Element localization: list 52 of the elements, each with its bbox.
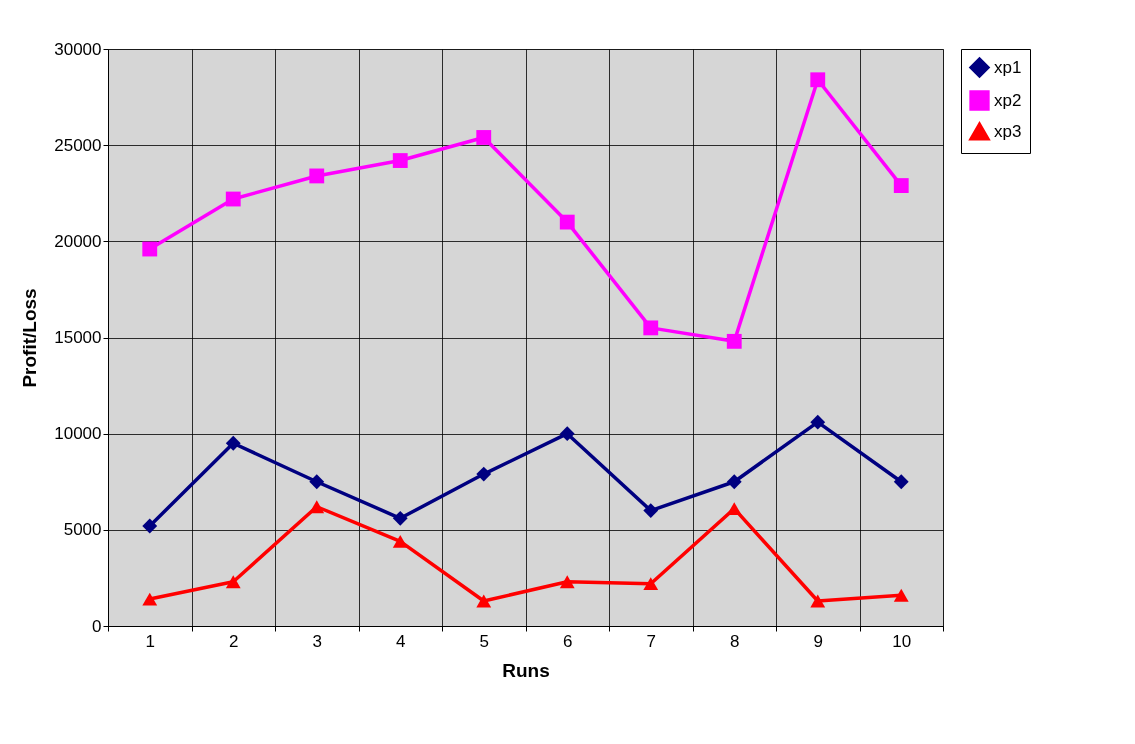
point — [810, 414, 826, 430]
point — [893, 178, 909, 193]
point — [225, 575, 241, 589]
point — [309, 474, 325, 490]
y-tick-label: 5000 — [63, 520, 102, 540]
legend-label: xp2 — [994, 90, 1022, 110]
point — [142, 241, 158, 257]
x-tick-label: 1 — [145, 631, 155, 651]
point — [142, 518, 158, 534]
legend-label: xp3 — [994, 121, 1022, 141]
point — [643, 320, 659, 336]
point — [810, 72, 826, 88]
point — [559, 575, 575, 589]
legend-label: xp1 — [994, 57, 1022, 77]
y-tick-label: 30000 — [54, 39, 102, 59]
point — [476, 130, 492, 145]
point — [476, 594, 492, 608]
point — [225, 435, 241, 451]
point — [309, 168, 325, 184]
x-tick-label: 10 — [892, 631, 912, 651]
point — [309, 500, 325, 514]
point — [893, 588, 909, 602]
point — [559, 214, 575, 230]
x-tick-label: 8 — [730, 631, 740, 651]
point — [726, 333, 742, 349]
x-axis-title: Runs — [502, 659, 550, 681]
x-tick-label: 7 — [646, 631, 656, 651]
y-tick-label: 10000 — [54, 424, 102, 444]
x-tick-label: 9 — [813, 631, 823, 651]
point — [810, 594, 826, 608]
point — [225, 191, 241, 207]
point — [559, 426, 575, 442]
point — [726, 502, 742, 516]
y-tick-label: 0 — [92, 616, 102, 636]
point — [392, 510, 408, 526]
point — [142, 592, 158, 606]
x-tick-label: 2 — [229, 631, 239, 651]
x-tick-label: 6 — [563, 631, 573, 651]
point — [476, 466, 492, 482]
x-tick-label: 4 — [396, 631, 406, 651]
point — [392, 153, 408, 168]
y-tick-label: 25000 — [54, 135, 102, 155]
point — [893, 474, 909, 490]
x-tick-label: 3 — [312, 631, 322, 651]
y-axis-title: Profit/Loss — [19, 288, 41, 388]
y-tick-label: 20000 — [54, 231, 102, 251]
point — [643, 503, 659, 519]
y-tick-label: 15000 — [54, 328, 102, 347]
point — [392, 534, 408, 548]
x-tick-label: 5 — [479, 631, 489, 651]
point — [643, 577, 659, 591]
point — [726, 474, 742, 490]
